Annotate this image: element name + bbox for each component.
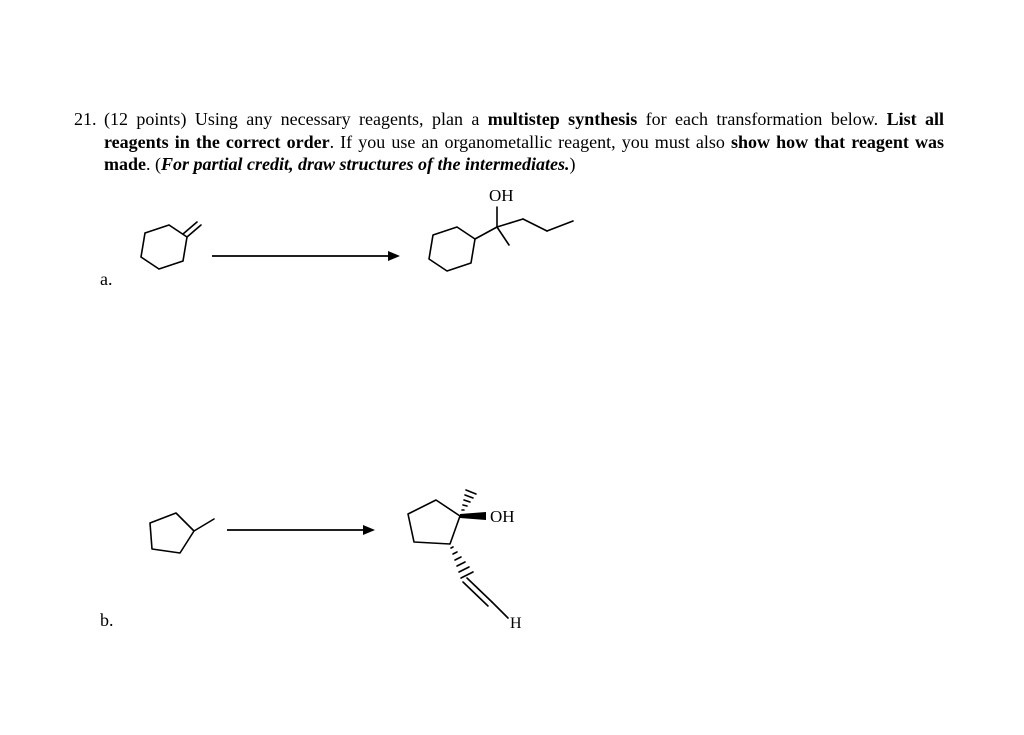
question-body: (12 points) Using any necessary reagents… bbox=[104, 108, 944, 176]
italic-partialcredit: For partial credit, draw structures of t… bbox=[161, 154, 570, 174]
part-a-label: a. bbox=[100, 269, 113, 290]
text-mid4: ) bbox=[570, 154, 576, 174]
structure-a-start bbox=[125, 213, 205, 283]
part-b-label: b. bbox=[100, 610, 114, 631]
points-value: 12 points bbox=[110, 109, 180, 129]
structure-a-product: OH bbox=[415, 185, 605, 285]
question-text-block: 21. (12 points) Using any necessary reag… bbox=[74, 108, 944, 176]
structure-b-product: OH H bbox=[390, 470, 560, 640]
oh-label-a: OH bbox=[489, 186, 514, 205]
page: 21. (12 points) Using any necessary reag… bbox=[0, 0, 1024, 735]
text-mid3: . ( bbox=[146, 154, 161, 174]
oh-label-b: OH bbox=[490, 507, 515, 526]
text-mid2: . If you use an organometallic reagent, … bbox=[330, 132, 731, 152]
text-mid1: for each transformation below. bbox=[637, 109, 886, 129]
reaction-arrow-b bbox=[225, 522, 375, 538]
bold-multistep: multistep synthesis bbox=[488, 109, 637, 129]
reaction-arrow-a bbox=[210, 248, 400, 264]
points-close-and-lead: ) Using any necessary reagents, plan a bbox=[180, 109, 487, 129]
structure-b-start bbox=[130, 495, 220, 565]
question-number: 21. bbox=[74, 108, 97, 131]
h-label-b: H bbox=[510, 615, 522, 632]
